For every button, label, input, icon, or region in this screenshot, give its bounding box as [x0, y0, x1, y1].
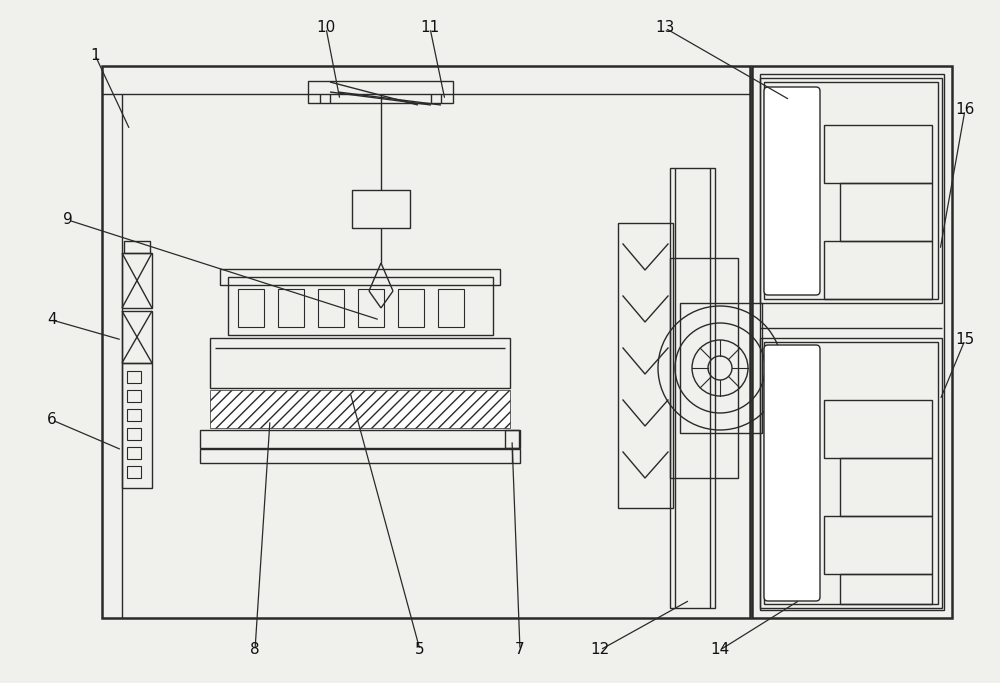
Text: 5: 5: [415, 643, 425, 658]
Text: 10: 10: [316, 20, 336, 36]
Bar: [752, 66, 952, 618]
Text: 13: 13: [655, 20, 675, 36]
Text: 12: 12: [590, 643, 610, 658]
Text: 7: 7: [515, 643, 525, 658]
Bar: [438, 289, 464, 327]
Bar: [760, 338, 942, 608]
Bar: [398, 289, 424, 327]
Bar: [278, 289, 304, 327]
Bar: [824, 125, 932, 183]
Bar: [680, 303, 762, 433]
Bar: [210, 390, 510, 428]
Bar: [127, 371, 141, 383]
Text: 15: 15: [955, 333, 975, 348]
Bar: [840, 458, 932, 516]
Bar: [840, 183, 932, 241]
Bar: [127, 466, 141, 478]
Bar: [670, 168, 715, 608]
Text: 11: 11: [420, 20, 440, 36]
Bar: [220, 269, 500, 285]
Bar: [308, 81, 453, 103]
Bar: [824, 400, 932, 458]
FancyBboxPatch shape: [764, 87, 820, 295]
Bar: [200, 430, 520, 448]
Bar: [824, 516, 932, 574]
Text: 6: 6: [47, 413, 57, 428]
Bar: [771, 94, 813, 288]
Bar: [238, 289, 264, 327]
Text: 14: 14: [710, 643, 730, 658]
Text: 16: 16: [955, 102, 975, 117]
Bar: [124, 241, 150, 253]
Text: 8: 8: [250, 643, 260, 658]
Bar: [760, 74, 944, 610]
Text: 9: 9: [63, 212, 73, 227]
Bar: [760, 78, 942, 303]
Bar: [670, 258, 738, 478]
Bar: [127, 447, 141, 459]
Bar: [127, 409, 141, 421]
Bar: [824, 241, 932, 299]
Bar: [840, 574, 932, 604]
Bar: [352, 190, 410, 228]
Bar: [228, 277, 493, 335]
Bar: [127, 390, 141, 402]
Bar: [318, 289, 344, 327]
Bar: [127, 428, 141, 440]
Bar: [102, 66, 750, 618]
Bar: [618, 223, 673, 508]
Text: 1: 1: [90, 48, 100, 63]
Bar: [200, 449, 520, 463]
Bar: [764, 342, 938, 604]
Bar: [771, 352, 813, 594]
Bar: [122, 311, 152, 363]
Bar: [764, 82, 938, 299]
Text: 4: 4: [47, 313, 57, 328]
Bar: [122, 253, 152, 308]
Bar: [210, 338, 510, 388]
FancyBboxPatch shape: [764, 345, 820, 601]
Bar: [505, 430, 519, 448]
Bar: [358, 289, 384, 327]
Bar: [122, 363, 152, 488]
